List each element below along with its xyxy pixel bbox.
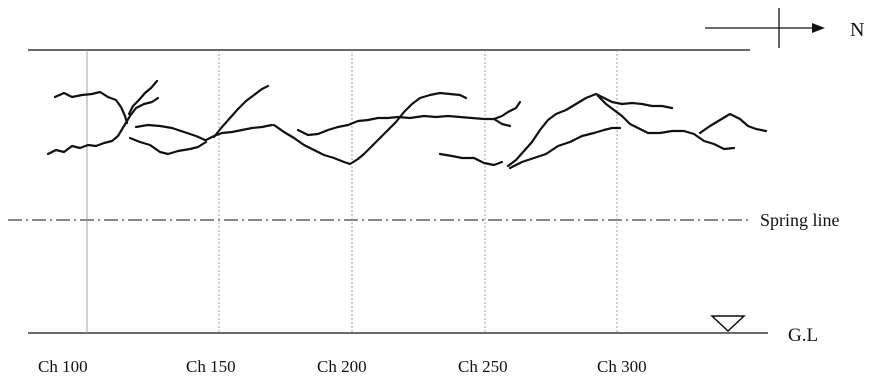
chainage-grid — [86, 50, 618, 333]
chainage-label-300: Ch 300 — [597, 357, 647, 376]
crack-trace-7 — [212, 84, 270, 139]
chainage-label-150: Ch 150 — [186, 357, 236, 376]
ground-level-label: G.L — [788, 325, 818, 346]
crack-trace-8 — [272, 91, 468, 166]
crack-traces — [46, 79, 768, 170]
ground-level-marker-icon — [710, 315, 746, 333]
chainage-label-200: Ch 200 — [317, 357, 367, 376]
chainage-labels: Ch 100 Ch 150 Ch 200 Ch 250 Ch 300 — [38, 357, 647, 376]
chainage-label-250: Ch 250 — [458, 357, 508, 376]
crack-trace-4 — [134, 123, 207, 142]
chainage-label-100: Ch 100 — [38, 357, 88, 376]
crack-trace-6 — [204, 123, 274, 142]
crack-trace-1 — [46, 96, 160, 156]
crack-trace-3 — [127, 79, 159, 116]
crack-trace-15 — [698, 112, 768, 135]
crack-trace-12 — [506, 92, 674, 168]
crack-trace-5 — [128, 136, 208, 156]
crack-trace-14 — [596, 94, 736, 151]
crack-trace-13 — [508, 126, 622, 170]
north-arrow-icon — [705, 8, 825, 48]
crack-trace-11 — [438, 152, 504, 167]
crack-trace-2 — [53, 90, 129, 125]
north-label: N — [850, 19, 864, 41]
crack-trace-10 — [492, 100, 522, 121]
crack-trace-9 — [296, 114, 512, 137]
spring-line-label: Spring line — [760, 210, 840, 230]
